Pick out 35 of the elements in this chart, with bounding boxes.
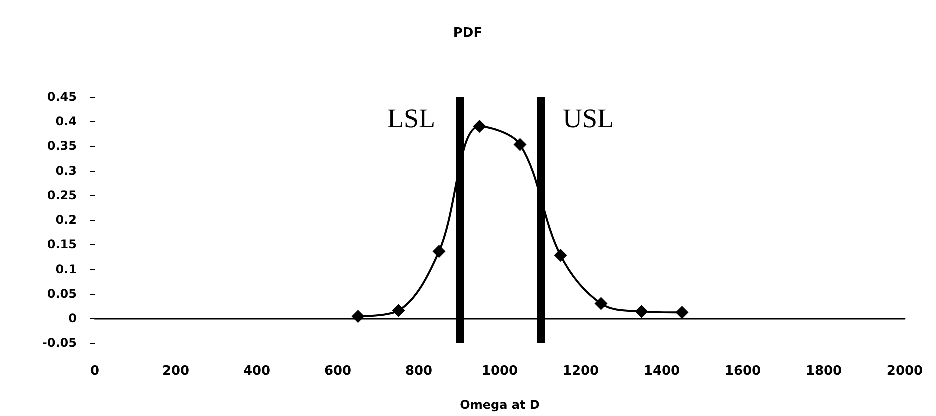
x-tick-label: 600 bbox=[324, 364, 352, 379]
x-axis-title: Omega at D bbox=[460, 398, 540, 412]
x-tick-label: 800 bbox=[405, 364, 433, 379]
point bbox=[473, 120, 486, 134]
y-tick-label: 0.1 bbox=[56, 262, 77, 276]
ref-line-label: USL bbox=[562, 104, 614, 134]
x-tick-label: 1400 bbox=[644, 364, 680, 379]
point bbox=[554, 249, 568, 262]
point bbox=[635, 305, 648, 318]
y-tick-label: 0.35 bbox=[47, 139, 77, 154]
y-tick-label: 0.15 bbox=[47, 238, 77, 252]
x-tick-label: 0 bbox=[90, 364, 100, 379]
ref-line-label: LSL bbox=[387, 104, 436, 134]
y-tick-label: 0.4 bbox=[56, 114, 77, 129]
y-tick-label: 0.25 bbox=[47, 188, 77, 202]
x-tick-label: 1000 bbox=[482, 364, 518, 379]
x-tick-label: 1800 bbox=[806, 364, 842, 379]
x-tick-label: 200 bbox=[162, 364, 190, 379]
y-tick-label: 0.3 bbox=[56, 164, 77, 178]
y-tick-label: -0.05 bbox=[42, 336, 77, 350]
x-tick-label: 1200 bbox=[562, 364, 600, 379]
x-tick-label: 400 bbox=[243, 364, 271, 379]
point bbox=[594, 297, 608, 310]
point bbox=[352, 310, 365, 324]
y-tick-label: 0.45 bbox=[47, 90, 77, 104]
x-tick-label: 2000 bbox=[886, 364, 924, 379]
x-tick-label: 1600 bbox=[724, 364, 762, 379]
point bbox=[676, 306, 689, 320]
point bbox=[392, 304, 406, 318]
chart-title: PDF bbox=[453, 26, 483, 41]
y-tick-label: 0.2 bbox=[56, 213, 77, 228]
y-tick-label: 0 bbox=[68, 312, 77, 326]
point bbox=[514, 138, 527, 152]
y-tick-label: 0.05 bbox=[47, 286, 77, 301]
point bbox=[432, 245, 446, 258]
